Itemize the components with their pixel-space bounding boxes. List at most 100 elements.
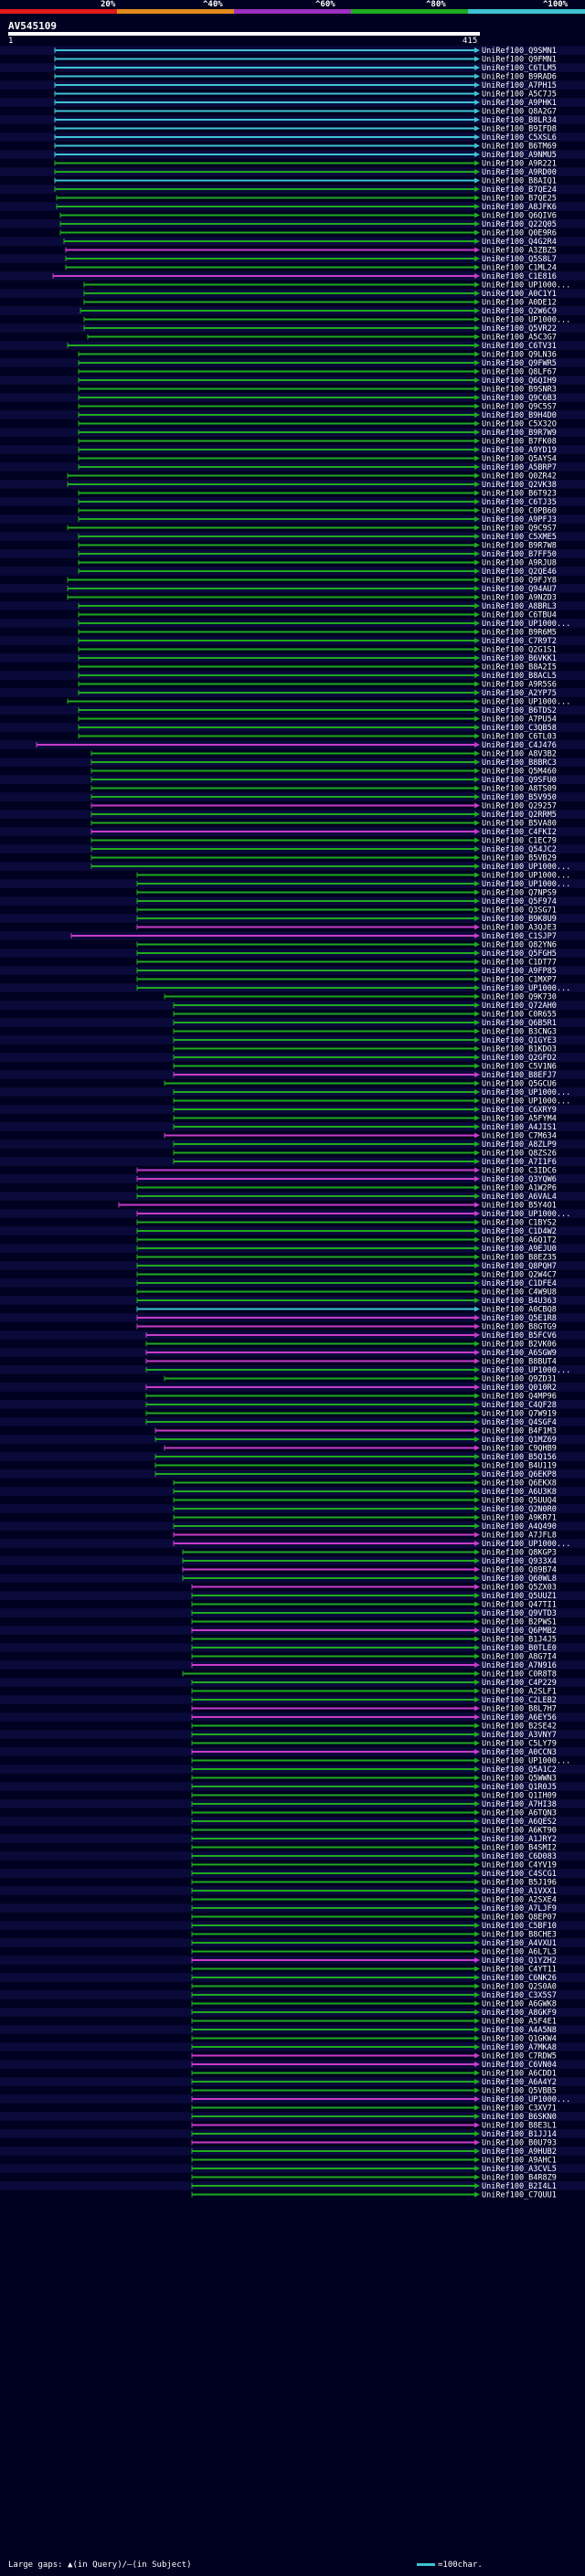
hit-label[interactable]: UniRef100_A8G7I4: [482, 1653, 557, 1662]
hit-label[interactable]: UniRef100_Q5E1R8: [482, 1314, 557, 1323]
hit-label[interactable]: UniRef100_Q5WWN3: [482, 1775, 557, 1784]
hit-label[interactable]: UniRef100_B5V950: [482, 793, 557, 802]
hit-label[interactable]: UniRef100_Q6EKP8: [482, 1470, 557, 1479]
hit-label[interactable]: UniRef100_B5FCV6: [482, 1331, 557, 1341]
hit-label[interactable]: UniRef100_Q82YN6: [482, 941, 557, 950]
hit-label[interactable]: UniRef100_C6NK26: [482, 1974, 557, 1983]
hit-label[interactable]: UniRef100_B4R8Z9: [482, 2174, 557, 2183]
hit-label[interactable]: UniRef100_Q2GFD2: [482, 1054, 557, 1063]
hit-label[interactable]: UniRef100_A8ZLP9: [482, 1140, 557, 1150]
hit-label[interactable]: UniRef100_B8BUT4: [482, 1358, 557, 1367]
hit-label[interactable]: UniRef100_A3VNY7: [482, 1731, 557, 1740]
hit-label[interactable]: UniRef100_B8BRC3: [482, 758, 557, 768]
hit-label[interactable]: UniRef100_Q5VR22: [482, 324, 557, 334]
hit-label[interactable]: UniRef100_Q1IH09: [482, 1792, 557, 1801]
hit-label[interactable]: UniRef100_B7FK08: [482, 438, 557, 447]
hit-label[interactable]: UniRef100_B5Y4O1: [482, 1202, 557, 1211]
hit-label[interactable]: UniRef100_A6QES2: [482, 1818, 557, 1827]
hit-label[interactable]: UniRef100_Q6B5R1: [482, 1019, 557, 1028]
hit-label[interactable]: UniRef100_B5VA80: [482, 820, 557, 829]
hit-label[interactable]: UniRef100_C5XSL6: [482, 133, 557, 143]
hit-label[interactable]: UniRef100_A9NMU5: [482, 151, 557, 160]
hit-label[interactable]: UniRef100_A9HUB2: [482, 2147, 557, 2157]
hit-label[interactable]: UniRef100_Q9C9S7: [482, 525, 557, 534]
hit-label[interactable]: UniRef100_A8GKF9: [482, 2009, 557, 2018]
hit-label[interactable]: UniRef100_C1D4W2: [482, 1227, 557, 1236]
hit-label[interactable]: UniRef100_Q9SFU0: [482, 776, 557, 785]
hit-label[interactable]: UniRef100_A5F4E1: [482, 2018, 557, 2027]
hit-label[interactable]: UniRef100_B8ACL5: [482, 672, 557, 681]
hit-label[interactable]: UniRef100_B4U119: [482, 1462, 557, 1471]
hit-label[interactable]: UniRef100_A6GWK8: [482, 2000, 557, 2009]
hit-label[interactable]: UniRef100_Q0E9R6: [482, 229, 557, 239]
hit-label[interactable]: UniRef100_C2LEB2: [482, 1696, 557, 1705]
hit-label[interactable]: UniRef100_C6TLM5: [482, 64, 557, 73]
hit-label[interactable]: UniRef100_C1MXP7: [482, 976, 557, 985]
hit-label[interactable]: UniRef100_B9R7W8: [482, 542, 557, 551]
hit-label[interactable]: UniRef100_C5V1N6: [482, 1063, 557, 1072]
hit-label[interactable]: UniRef100_Q47TI1: [482, 1601, 557, 1610]
hit-label[interactable]: UniRef100_B9RAD6: [482, 73, 557, 82]
hit-label[interactable]: UniRef100_Q2G1S1: [482, 646, 557, 655]
hit-label[interactable]: UniRef100_B0U793: [482, 2139, 557, 2148]
hit-label[interactable]: UniRef100_B1JJ14: [482, 2130, 557, 2139]
hit-label[interactable]: UniRef100_Q9LN36: [482, 351, 557, 360]
hit-label[interactable]: UniRef100_B8LR34: [482, 116, 557, 125]
hit-label[interactable]: UniRef100_Q89B74: [482, 1566, 557, 1575]
hit-label[interactable]: UniRef100_A6KT90: [482, 1827, 557, 1836]
hit-label[interactable]: UniRef100_A9RJU8: [482, 559, 557, 568]
hit-label[interactable]: UniRef100_A7MKA8: [482, 2043, 557, 2052]
hit-label[interactable]: UniRef100_C0R8T8: [482, 1670, 557, 1680]
hit-label[interactable]: UniRef100_B8A2I5: [482, 663, 557, 673]
hit-label[interactable]: UniRef100_A4A5N8: [482, 2026, 557, 2035]
hit-label[interactable]: UniRef100_B2PWS1: [482, 1618, 557, 1627]
hit-label[interactable]: UniRef100_Q1MZ69: [482, 1436, 557, 1445]
hit-label[interactable]: UniRef100_B4U363: [482, 1297, 557, 1306]
hit-label[interactable]: UniRef100_B6VKK1: [482, 654, 557, 663]
hit-label[interactable]: UniRef100_UP1000...: [482, 1097, 570, 1107]
hit-label[interactable]: UniRef100_C1E816: [482, 272, 557, 281]
hit-label[interactable]: UniRef100_A7JFL8: [482, 1532, 557, 1541]
hit-label[interactable]: UniRef100_B2I4L1: [482, 2182, 557, 2191]
hit-label[interactable]: UniRef100_C1BYS2: [482, 1219, 557, 1228]
hit-label[interactable]: UniRef100_A7N916: [482, 1661, 557, 1670]
hit-label[interactable]: UniRef100_A8TS09: [482, 785, 557, 794]
hit-label[interactable]: UniRef100_Q5UUQ4: [482, 1497, 557, 1506]
hit-label[interactable]: UniRef100_B9H4D0: [482, 411, 557, 420]
hit-label[interactable]: UniRef100_A5C3G7: [482, 334, 557, 343]
hit-label[interactable]: UniRef100_C9QHB9: [482, 1445, 557, 1454]
hit-label[interactable]: UniRef100_A6SGW9: [482, 1349, 557, 1358]
hit-label[interactable]: UniRef100_Q1R0J5: [482, 1783, 557, 1792]
hit-label[interactable]: UniRef100_Q60WL8: [482, 1574, 557, 1584]
hit-label[interactable]: UniRef100_B7QE24: [482, 186, 557, 195]
hit-label[interactable]: UniRef100_B8L7H7: [482, 1705, 557, 1714]
hit-label[interactable]: UniRef100_C0R655: [482, 1011, 557, 1020]
hit-label[interactable]: UniRef100_C7QUU1: [482, 2191, 557, 2200]
hit-label[interactable]: UniRef100_A6EY56: [482, 1713, 557, 1723]
hit-label[interactable]: UniRef100_C6TV31: [482, 342, 557, 351]
hit-label[interactable]: UniRef100_B9R7W9: [482, 429, 557, 438]
hit-label[interactable]: UniRef100_B8GTG9: [482, 1323, 557, 1332]
hit-label[interactable]: UniRef100_A6L7L3: [482, 1948, 557, 1957]
hit-label[interactable]: UniRef100_Q8ZS26: [482, 1150, 557, 1159]
hit-label[interactable]: UniRef100_Q1YZH2: [482, 1956, 557, 1966]
hit-label[interactable]: UniRef100_A4Q490: [482, 1522, 557, 1532]
hit-label[interactable]: UniRef100_B9K8U9: [482, 915, 557, 924]
hit-label[interactable]: UniRef100_B9SNR3: [482, 386, 557, 395]
hit-label[interactable]: UniRef100_Q1GYE3: [482, 1036, 557, 1045]
hit-label[interactable]: UniRef100_B6TM69: [482, 143, 557, 152]
hit-label[interactable]: UniRef100_C7M634: [482, 1132, 557, 1141]
hit-label[interactable]: UniRef100_Q5UUZ1: [482, 1592, 557, 1601]
hit-label[interactable]: UniRef100_Q5FGH5: [482, 949, 557, 959]
hit-label[interactable]: UniRef100_A3CVL5: [482, 2165, 557, 2174]
hit-label[interactable]: UniRef100_UP1000...: [482, 1757, 570, 1766]
hit-label[interactable]: UniRef100_UP1000...: [482, 2095, 570, 2104]
hit-label[interactable]: UniRef100_B7FF50: [482, 550, 557, 559]
hit-label[interactable]: UniRef100_Q2N0R0: [482, 1505, 557, 1514]
hit-label[interactable]: UniRef100_C5XME5: [482, 533, 557, 542]
hit-label[interactable]: UniRef100_B8E3L1: [482, 2122, 557, 2131]
hit-label[interactable]: UniRef100_Q8A2G7: [482, 108, 557, 117]
hit-label[interactable]: UniRef100_A6U3K8: [482, 1488, 557, 1497]
hit-label[interactable]: UniRef100_Q5F974: [482, 897, 557, 906]
hit-label[interactable]: UniRef100_A2YP75: [482, 689, 557, 698]
